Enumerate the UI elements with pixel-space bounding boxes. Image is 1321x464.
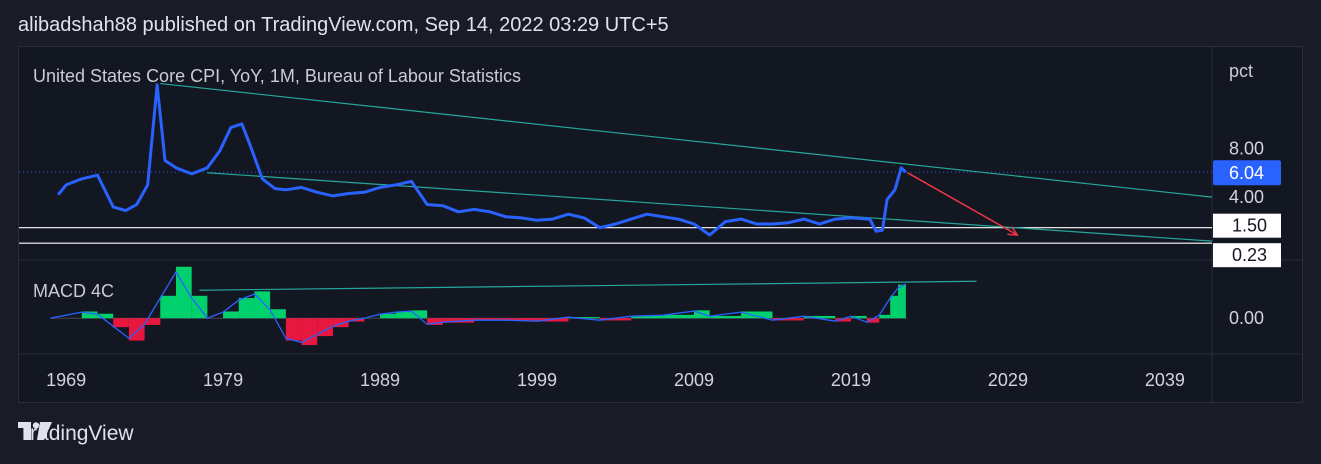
- macd-bar: [890, 295, 899, 319]
- macd-bar: [81, 311, 98, 319]
- macd-bar: [285, 318, 302, 341]
- macd-bar: [898, 284, 906, 319]
- macd-bar: [270, 309, 286, 319]
- chart-svg[interactable]: United States Core CPI, YoY, 1M, Bureau …: [19, 47, 1302, 402]
- level-label-bg-0: [1213, 213, 1281, 238]
- macd-bar: [254, 291, 271, 319]
- trendline-0: [160, 82, 1213, 198]
- macd-bar: [709, 315, 742, 319]
- last-value-badge: [1213, 160, 1281, 186]
- macd-bar: [395, 311, 412, 319]
- level-label-1: 0.23: [1232, 245, 1267, 265]
- trendline-1: [207, 172, 1213, 242]
- time-tick-4: 2009: [674, 370, 714, 390]
- last-value-label: 6.04: [1229, 163, 1264, 183]
- price-tick-0: 8.00: [1229, 138, 1264, 158]
- forecast-arrow-head: [1007, 226, 1019, 236]
- macd-signal-line: [50, 270, 907, 344]
- main-pane-title: United States Core CPI, YoY, 1M, Bureau …: [33, 66, 521, 86]
- macd-bar: [380, 313, 396, 319]
- macd-bar: [427, 318, 443, 325]
- macd-bar: [879, 314, 891, 319]
- macd-bar: [772, 318, 804, 321]
- time-tick-7: 2039: [1145, 370, 1185, 390]
- forecast-arrow-line: [907, 172, 1018, 236]
- macd-bar: [741, 311, 773, 319]
- macd-bar: [97, 313, 114, 319]
- macd-bar: [238, 298, 255, 319]
- macd-bar: [850, 315, 867, 319]
- axes: 1.50 0.23 8.00 4.00 6.04 0.00 1969 1979 1989 1999…: [46, 138, 1281, 390]
- macd-bar: [223, 311, 239, 319]
- macd-tick-0: 0.00: [1229, 308, 1264, 328]
- time-tick-0: 1969: [46, 370, 86, 390]
- macd-bar: [803, 315, 836, 319]
- macd-bar: [113, 318, 129, 328]
- main-pane: [19, 82, 1213, 244]
- macd-bar: [442, 318, 475, 323]
- macd-bar: [505, 318, 538, 321]
- macd-bar: [866, 318, 880, 323]
- time-tick-6: 2029: [988, 370, 1028, 390]
- price-tick-1: 4.00: [1229, 187, 1264, 207]
- footer: TradingView: [18, 422, 134, 446]
- time-tick-5: 2019: [831, 370, 871, 390]
- macd-bar: [128, 318, 145, 341]
- macd-bar: [537, 318, 569, 322]
- tradingview-logo-icon: [18, 422, 52, 440]
- chart-frame[interactable]: United States Core CPI, YoY, 1M, Bureau …: [18, 46, 1303, 403]
- macd-bar: [631, 315, 663, 319]
- macd-pane: [50, 266, 977, 346]
- macd-bar: [411, 310, 428, 319]
- macd-bar: [160, 295, 176, 319]
- macd-bar: [474, 318, 506, 321]
- level-label-0: 1.50: [1232, 216, 1267, 236]
- macd-bar: [144, 318, 161, 325]
- time-tick-2: 1989: [360, 370, 400, 390]
- macd-bar: [599, 318, 632, 321]
- price-unit-label: pct: [1229, 61, 1253, 81]
- level-label-bg-1: [1213, 243, 1281, 268]
- publish-caption: alibadshah88 published on TradingView.co…: [18, 14, 669, 36]
- macd-bar: [835, 318, 851, 322]
- time-tick-3: 1999: [517, 370, 557, 390]
- macd-bar: [332, 318, 349, 328]
- macd-trendline: [199, 280, 977, 291]
- macd-bar: [662, 314, 694, 319]
- macd-bar: [568, 317, 600, 319]
- time-tick-1: 1979: [203, 370, 243, 390]
- macd-bar: [175, 266, 192, 319]
- macd-pane-title: MACD 4C: [33, 281, 114, 301]
- core-cpi-series-line: [57, 83, 907, 237]
- macd-bar: [301, 318, 318, 346]
